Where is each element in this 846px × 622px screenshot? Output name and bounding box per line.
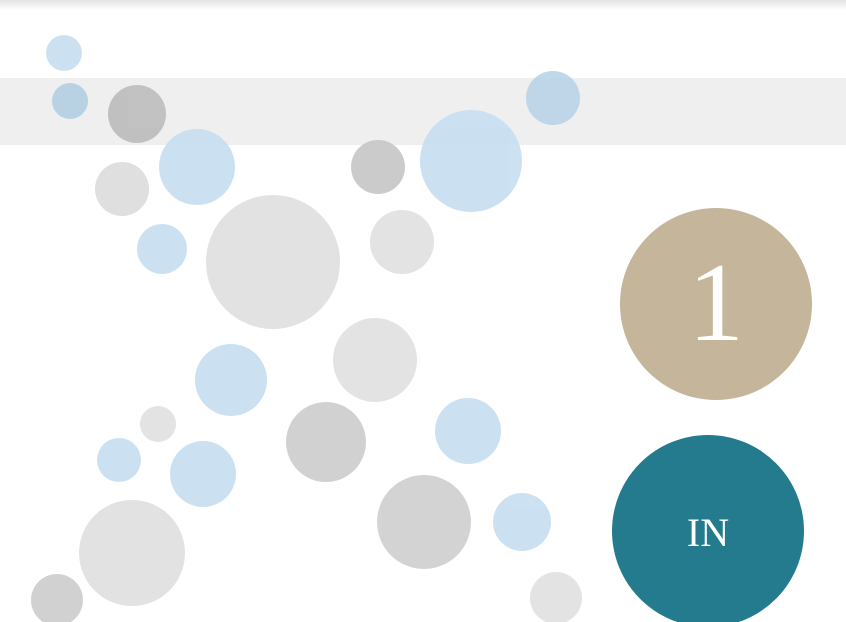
bubble (159, 129, 235, 205)
page: 1 IN (() => { const data = JSON.parse(do… (0, 0, 846, 622)
bubble (377, 475, 471, 569)
bubble (351, 140, 405, 194)
step-badge: 1 (620, 208, 812, 400)
bubble (46, 35, 82, 71)
bubble (206, 195, 340, 329)
bubble (435, 398, 501, 464)
bubble (137, 224, 187, 274)
bubble (195, 344, 267, 416)
sign-in-button[interactable]: IN (612, 435, 804, 622)
bubble (370, 210, 434, 274)
bubble (286, 402, 366, 482)
bubble (79, 500, 185, 606)
bubble (140, 406, 176, 442)
badge-number: 1 (688, 241, 744, 365)
bubble (420, 110, 522, 212)
bubble (97, 438, 141, 482)
bubble (333, 318, 417, 402)
bubble (493, 493, 551, 551)
bubble (108, 85, 166, 143)
bubble (95, 162, 149, 216)
button-label[interactable]: IN (687, 510, 729, 555)
top-shadow (0, 0, 846, 10)
screen: 1 IN (0, 0, 846, 622)
bubble (530, 572, 582, 622)
bubble (526, 71, 580, 125)
bubble (170, 441, 236, 507)
bubble (31, 574, 83, 622)
bubble (52, 83, 88, 119)
